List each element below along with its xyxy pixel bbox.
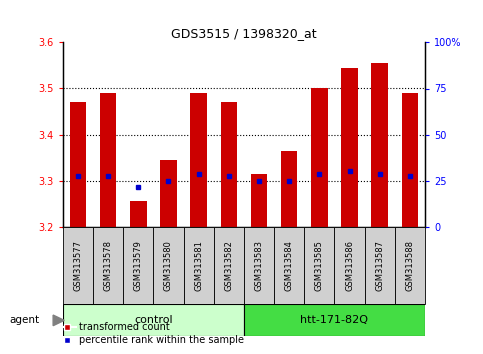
Text: GSM313581: GSM313581 [194,240,203,291]
Bar [274,227,304,304]
Text: htt-171-82Q: htt-171-82Q [300,315,369,325]
Text: GSM313578: GSM313578 [103,240,113,291]
Bar [395,227,425,304]
Bar [281,150,298,227]
Bar [402,93,418,227]
Bar [334,227,365,304]
Bar [365,227,395,304]
Text: GSM313587: GSM313587 [375,240,384,291]
Bar [311,88,327,227]
Bar [184,227,213,304]
Text: GSM313580: GSM313580 [164,240,173,291]
Bar [63,227,93,304]
Bar [341,68,358,227]
Text: GSM313584: GSM313584 [284,240,294,291]
Text: GSM313582: GSM313582 [224,240,233,291]
Text: GSM313588: GSM313588 [405,240,414,291]
Bar [93,227,123,304]
Legend: transformed count, percentile rank within the sample: transformed count, percentile rank withi… [53,319,248,349]
Bar [244,227,274,304]
Bar [160,160,177,227]
Bar [70,102,86,227]
Bar [63,304,244,336]
Text: agent: agent [10,315,40,325]
Text: control: control [134,315,172,325]
Bar [304,227,334,304]
Text: GSM313586: GSM313586 [345,240,354,291]
Bar [244,304,425,336]
Text: GSM313579: GSM313579 [134,240,143,291]
Bar [130,201,146,227]
Bar [100,93,116,227]
Text: GSM313583: GSM313583 [255,240,264,291]
Bar [154,227,184,304]
Bar [221,102,237,227]
Text: GSM313585: GSM313585 [315,240,324,291]
Text: GSM313577: GSM313577 [73,240,83,291]
Title: GDS3515 / 1398320_at: GDS3515 / 1398320_at [171,27,317,40]
Bar [190,93,207,227]
Bar [251,173,267,227]
Bar [123,227,154,304]
Bar [371,63,388,227]
Bar [213,227,244,304]
